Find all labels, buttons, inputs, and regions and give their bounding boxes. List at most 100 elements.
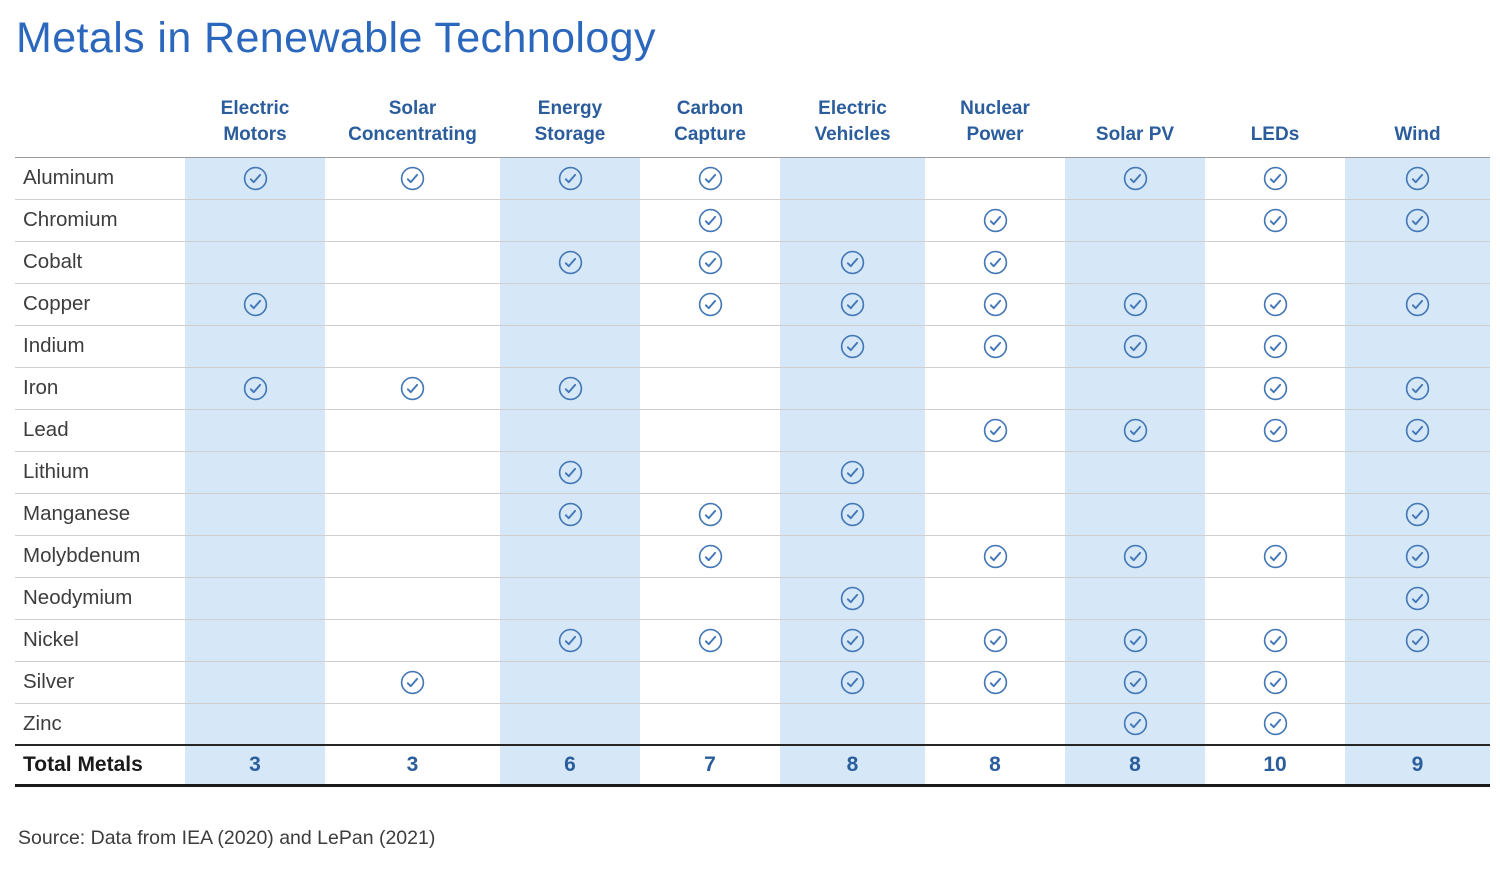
empty-cell <box>325 703 500 745</box>
empty-cell <box>1345 325 1490 368</box>
check-cell <box>1205 535 1345 577</box>
check-cell <box>500 157 640 200</box>
check-cell <box>1345 619 1490 662</box>
check-cell <box>325 367 500 409</box>
empty-cell <box>1205 577 1345 619</box>
table-body: Aluminum Chromium Cobalt Copper Indium Iron Le… <box>15 157 1490 746</box>
check-icon <box>558 166 582 190</box>
metal-name: Copper <box>23 292 91 316</box>
check-cell <box>1345 577 1490 620</box>
check-icon <box>840 586 865 610</box>
metal-name: Silver <box>23 670 75 694</box>
check-icon <box>1263 208 1287 232</box>
check-cell <box>185 367 325 410</box>
check-cell <box>1345 535 1490 578</box>
table-row-molybdenum: Molybdenum <box>15 535 1490 578</box>
empty-cell <box>185 535 325 578</box>
empty-cell <box>185 661 325 704</box>
metal-name: Indium <box>23 334 85 358</box>
empty-cell <box>925 577 1065 619</box>
check-cell <box>640 283 780 325</box>
total-label: Total Metals <box>23 752 143 776</box>
empty-cell <box>325 241 500 283</box>
metals-table: Electric Motors Solar Concentrating Energy… <box>15 96 1490 786</box>
check-icon <box>840 292 865 316</box>
check-cell <box>500 451 640 494</box>
metal-name: Neodymium <box>23 586 133 610</box>
check-cell <box>640 199 780 241</box>
check-icon <box>840 460 865 484</box>
empty-cell <box>780 157 925 200</box>
check-cell <box>500 241 640 284</box>
check-cell <box>1205 661 1345 703</box>
check-cell <box>325 661 500 703</box>
check-icon <box>983 292 1007 316</box>
metal-name: Aluminum <box>23 166 115 190</box>
check-icon <box>983 544 1007 568</box>
check-cell <box>1205 199 1345 241</box>
table-row-neodymium: Neodymium <box>15 577 1490 620</box>
metal-name: Lead <box>23 418 69 442</box>
empty-cell <box>185 577 325 620</box>
empty-cell <box>1065 493 1205 536</box>
check-icon <box>400 670 425 694</box>
check-icon <box>1405 544 1430 568</box>
empty-cell <box>500 535 640 578</box>
check-icon <box>1405 166 1430 190</box>
check-icon <box>558 250 582 274</box>
check-cell <box>780 325 925 368</box>
check-cell <box>1345 367 1490 410</box>
check-cell <box>780 451 925 494</box>
check-cell <box>925 325 1065 367</box>
empty-cell <box>325 493 500 535</box>
empty-cell <box>185 451 325 494</box>
empty-cell <box>325 409 500 451</box>
column-header-carbon-capture: Carbon Capture <box>674 98 746 146</box>
check-cell <box>1065 409 1205 452</box>
metal-name: Lithium <box>23 460 90 484</box>
empty-cell <box>1345 661 1490 704</box>
empty-cell <box>925 157 1065 199</box>
metal-name: Chromium <box>23 208 118 232</box>
check-icon <box>983 418 1007 442</box>
empty-cell <box>1345 451 1490 494</box>
empty-cell <box>1205 451 1345 493</box>
check-icon <box>558 460 582 484</box>
column-header-wind: Wind <box>1394 124 1441 146</box>
check-icon <box>698 628 722 652</box>
table-row-aluminum: Aluminum <box>15 157 1490 200</box>
check-icon <box>983 208 1007 232</box>
check-icon <box>983 670 1007 694</box>
check-cell <box>780 577 925 620</box>
check-icon <box>698 250 722 274</box>
check-cell <box>925 619 1065 661</box>
check-cell <box>1065 703 1205 746</box>
check-icon <box>840 334 865 358</box>
column-header-solar-pv: Solar PV <box>1095 124 1175 146</box>
empty-cell <box>185 493 325 536</box>
table-row-manganese: Manganese <box>15 493 1490 536</box>
check-cell <box>640 157 780 199</box>
check-cell <box>780 241 925 284</box>
check-icon <box>983 334 1007 358</box>
empty-cell <box>185 703 325 746</box>
check-cell <box>1065 661 1205 704</box>
check-icon <box>1123 334 1147 358</box>
empty-cell <box>780 199 925 242</box>
check-icon <box>1405 376 1430 400</box>
empty-cell <box>1205 241 1345 283</box>
check-cell <box>500 367 640 410</box>
check-icon <box>1263 544 1287 568</box>
check-cell <box>1205 619 1345 661</box>
empty-cell <box>1065 367 1205 410</box>
total-value: 8 <box>1065 745 1205 786</box>
empty-cell <box>500 283 640 326</box>
empty-cell <box>780 409 925 452</box>
check-icon <box>1263 334 1287 358</box>
check-cell <box>1065 325 1205 368</box>
check-icon <box>400 376 425 400</box>
empty-cell <box>500 661 640 704</box>
empty-cell <box>925 493 1065 535</box>
check-cell <box>1345 157 1490 200</box>
check-icon <box>1263 670 1287 694</box>
